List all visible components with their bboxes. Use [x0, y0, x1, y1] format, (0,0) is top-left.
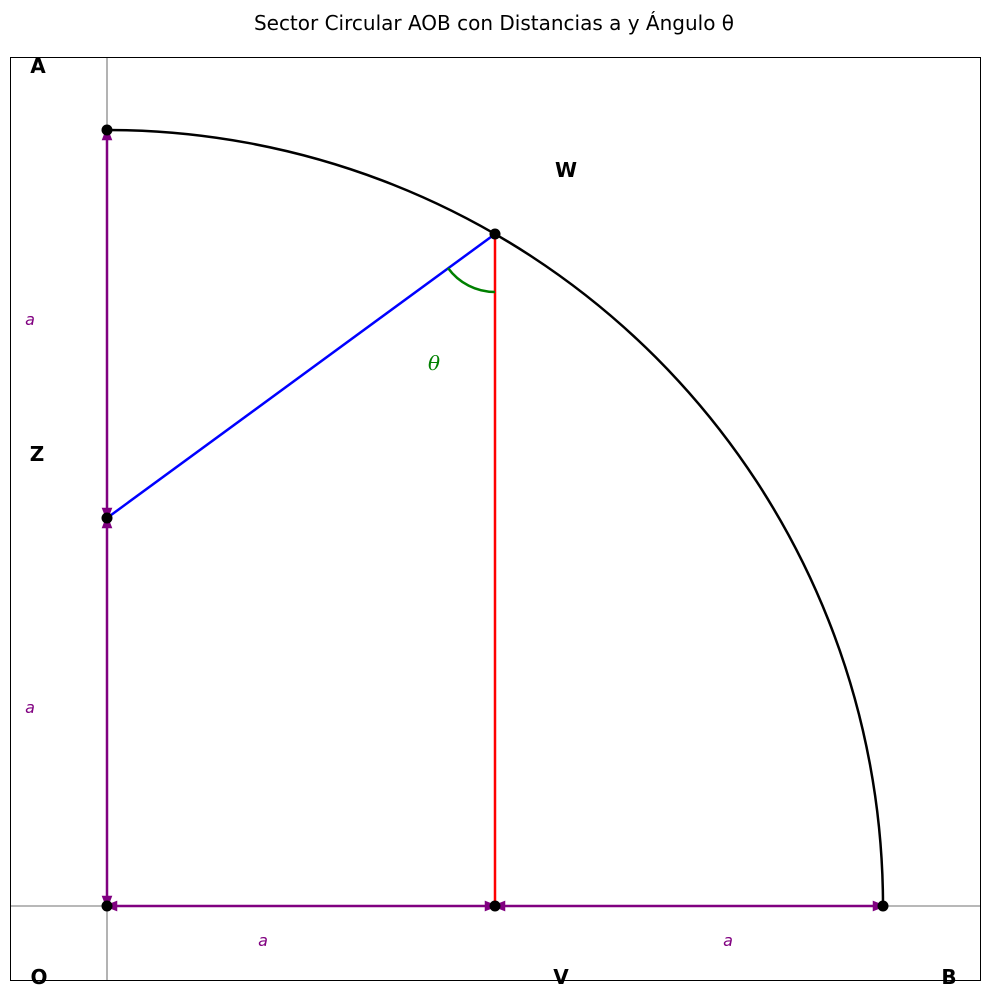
label-o: O — [30, 965, 47, 989]
label-w: W — [555, 158, 577, 182]
point-w — [489, 228, 501, 240]
diagram-title: Sector Circular AOB con Distancias a y Á… — [254, 11, 734, 35]
segment-zw — [106, 232, 496, 520]
point-b — [877, 900, 889, 912]
angle-arc — [446, 267, 496, 294]
distance-label-za: a — [25, 310, 35, 329]
point-v — [489, 900, 501, 912]
label-v: V — [553, 965, 569, 989]
plot-frame — [10, 57, 981, 981]
distance-label-vb: a — [723, 931, 733, 950]
label-z: Z — [30, 442, 45, 466]
point-a — [101, 124, 113, 136]
point-z — [101, 512, 113, 524]
distance-label-ov: a — [258, 931, 268, 950]
sector-arc — [106, 128, 885, 907]
point-o — [101, 900, 113, 912]
points — [101, 124, 889, 912]
angle-label-theta: θ — [428, 351, 440, 375]
distance-arrows — [101, 126, 887, 912]
label-a: A — [30, 54, 46, 78]
distance-label-oz: a — [25, 698, 35, 717]
label-b: B — [941, 965, 956, 989]
